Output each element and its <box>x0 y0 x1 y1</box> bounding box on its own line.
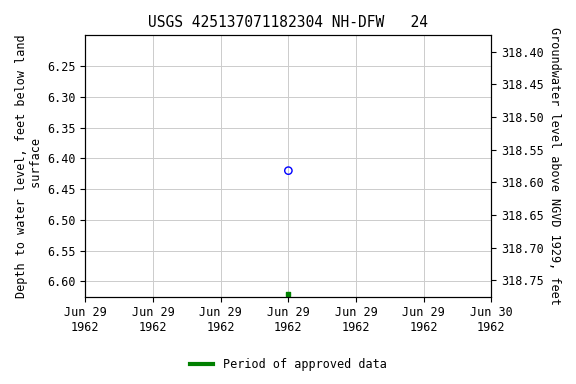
Y-axis label: Groundwater level above NGVD 1929, feet: Groundwater level above NGVD 1929, feet <box>548 27 561 305</box>
Point <box>284 291 293 297</box>
Point <box>284 167 293 174</box>
Legend: Period of approved data: Period of approved data <box>185 354 391 376</box>
Y-axis label: Depth to water level, feet below land
 surface: Depth to water level, feet below land su… <box>15 34 43 298</box>
Title: USGS 425137071182304 NH-DFW   24: USGS 425137071182304 NH-DFW 24 <box>149 15 429 30</box>
